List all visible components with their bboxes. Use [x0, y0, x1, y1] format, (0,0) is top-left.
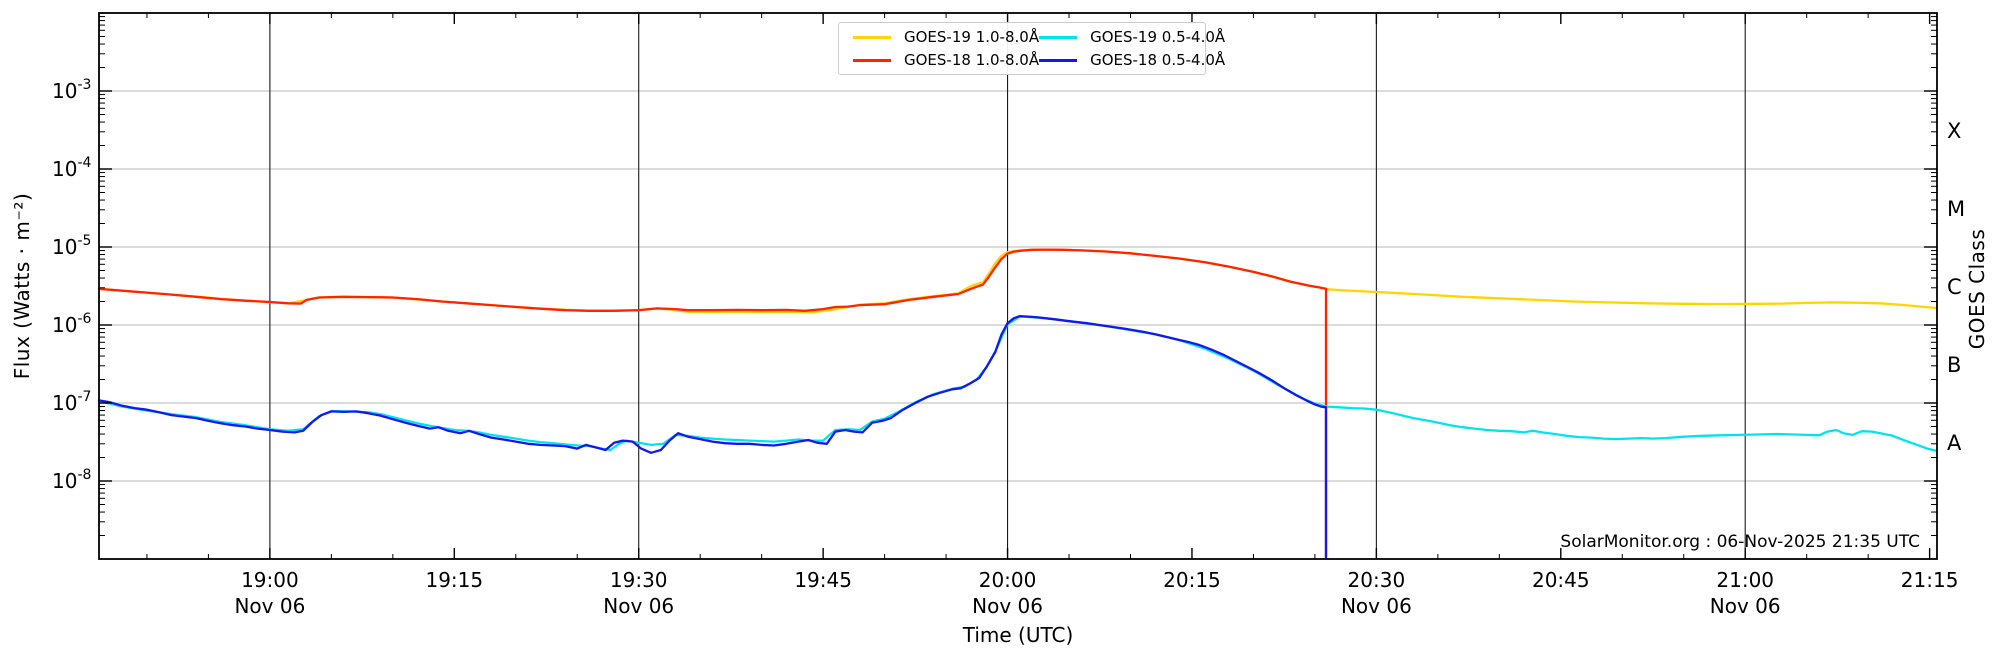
x-tick-label: 20:00	[979, 568, 1037, 592]
legend: GOES-19 1.0-8.0Å GOES-19 0.5-4.0Å GOES-18 …	[838, 22, 1225, 75]
y-tick-label: 10-3	[52, 77, 91, 103]
legend-label: GOES-18 1.0-8.0Å	[904, 51, 1040, 69]
curve-series-0	[97, 248, 1937, 314]
legend-item: GOES-18 0.5-4.0Å	[1039, 49, 1225, 71]
x-tick-date-label: Nov 06	[234, 594, 305, 618]
y-tick-label: 10-5	[52, 233, 91, 259]
y-axis-label: Flux (Watts · m⁻²)	[10, 192, 34, 380]
x-tick-label: 19:45	[794, 568, 852, 592]
y-tick-label: 10-6	[52, 311, 92, 337]
legend-label: GOES-18 0.5-4.0Å	[1090, 51, 1226, 69]
goes-class-letter: M	[1947, 197, 1965, 221]
goes-class-letter: A	[1947, 431, 1962, 455]
x-tick-label: 20:30	[1348, 568, 1406, 592]
x-tick-date-label: Nov 06	[972, 594, 1043, 618]
x-tick-label: 21:15	[1901, 568, 1959, 592]
legend-item: GOES-18 1.0-8.0Å	[853, 49, 1039, 71]
legend-line-swatch	[853, 58, 891, 62]
y-tick-label: 10-7	[52, 389, 91, 415]
x-tick-date-label: Nov 06	[603, 594, 674, 618]
legend-line-swatch	[853, 35, 891, 39]
x-tick-label: 21:00	[1716, 568, 1774, 592]
legend-label: GOES-19 1.0-8.0Å	[904, 28, 1040, 46]
x-tick-date-label: Nov 06	[1710, 594, 1781, 618]
legend-item: GOES-19 1.0-8.0Å	[853, 26, 1039, 48]
legend-item: GOES-19 0.5-4.0Å	[1039, 26, 1225, 48]
right-axis-label: GOES Class	[1965, 228, 1989, 350]
x-tick-date-label: Nov 06	[1341, 594, 1412, 618]
plot-border	[98, 12, 1938, 560]
x-tick-label: 19:30	[610, 568, 668, 592]
legend-label: GOES-19 0.5-4.0Å	[1090, 28, 1226, 46]
x-axis-label: Time (UTC)	[962, 623, 1074, 647]
y-tick-label: 10-8	[52, 467, 91, 493]
y-tick-label: 10-4	[52, 155, 92, 181]
curve-series-2	[97, 315, 1937, 452]
x-tick-label: 19:00	[241, 568, 299, 592]
goes-class-letter: X	[1947, 119, 1961, 143]
curve-series-3	[97, 314, 1328, 559]
legend-line-swatch	[1039, 58, 1078, 62]
curve-series-1	[97, 248, 1328, 559]
x-tick-label: 19:15	[425, 568, 483, 592]
attribution-text: SolarMonitor.org : 06-Nov-2025 21:35 UTC	[1560, 532, 1920, 552]
goes-class-letter: B	[1947, 353, 1961, 377]
x-tick-label: 20:15	[1163, 568, 1221, 592]
x-tick-label: 20:45	[1532, 568, 1590, 592]
legend-line-swatch	[1039, 35, 1078, 39]
goes-class-letter: C	[1947, 275, 1962, 299]
